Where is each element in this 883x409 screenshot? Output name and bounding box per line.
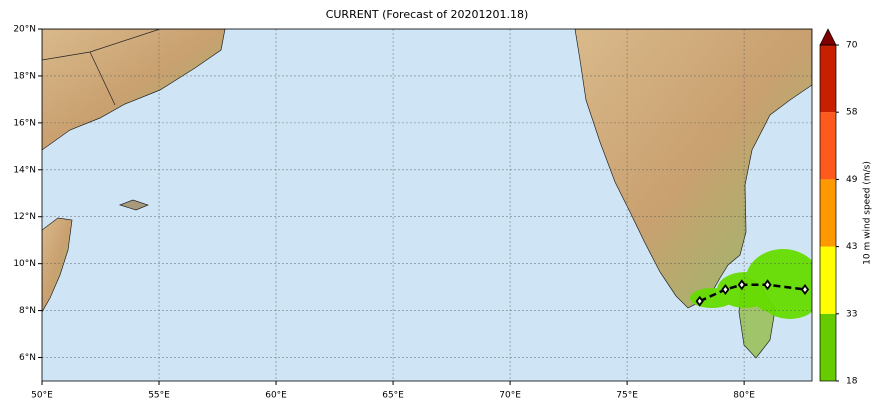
track-point (763, 279, 772, 291)
x-tick-label: 55°E (148, 391, 170, 401)
colorbar-label: 10 m wind speed (m/s) (863, 161, 873, 265)
grid (42, 29, 812, 381)
x-tick-label: 70°E (499, 391, 521, 401)
y-tick-label: 6°N (19, 353, 36, 363)
x-tick-label: 65°E (382, 391, 404, 401)
colorbar-tick-label: 58 (846, 108, 858, 118)
y-tick-label: 12°N (13, 212, 36, 222)
y-tick-label: 14°N (13, 165, 36, 175)
colorbar-tick-label: 43 (846, 242, 857, 252)
track (695, 279, 810, 307)
track-point (695, 295, 704, 307)
colorbar: 18 33 43 49 58 70 10 m wind speed (m/s) (819, 28, 873, 387)
colorbar-segment (820, 112, 836, 180)
track-point (800, 283, 810, 295)
colorbar-segment (820, 45, 836, 113)
track-point (721, 283, 730, 295)
x-tick-label: 75°E (616, 391, 638, 401)
map-area (42, 29, 812, 381)
colorbar-tick-label: 49 (846, 175, 858, 185)
x-tick-label: 60°E (265, 391, 287, 401)
y-tick-label: 18°N (13, 71, 36, 81)
y-tick-label: 16°N (13, 118, 36, 128)
somalia (42, 217, 73, 313)
colorbar-frame (819, 44, 837, 382)
border (89, 51, 116, 106)
x-tick-label: 80°E (733, 391, 755, 401)
colorbar-tick-label: 70 (846, 41, 858, 51)
socotra (118, 199, 149, 211)
x-tick-label: 50°E (31, 391, 53, 401)
wind-swath (690, 249, 812, 319)
y-tick-label: 10°N (13, 259, 36, 269)
y-tick-label: 20°N (13, 25, 36, 35)
colorbar-tick-label: 18 (846, 377, 858, 387)
arabia (42, 29, 226, 151)
track-point (737, 279, 746, 291)
colorbar-segment (820, 246, 836, 314)
map-title: CURRENT (Forecast of 20201201.18) (326, 8, 529, 21)
colorbar-extend (819, 28, 837, 46)
map-frame (41, 28, 813, 382)
colorbar-segment (820, 179, 836, 247)
colorbar-segment (820, 313, 836, 381)
colorbar-tick-label: 33 (846, 309, 857, 319)
y-tick-label: 8°N (19, 306, 36, 316)
